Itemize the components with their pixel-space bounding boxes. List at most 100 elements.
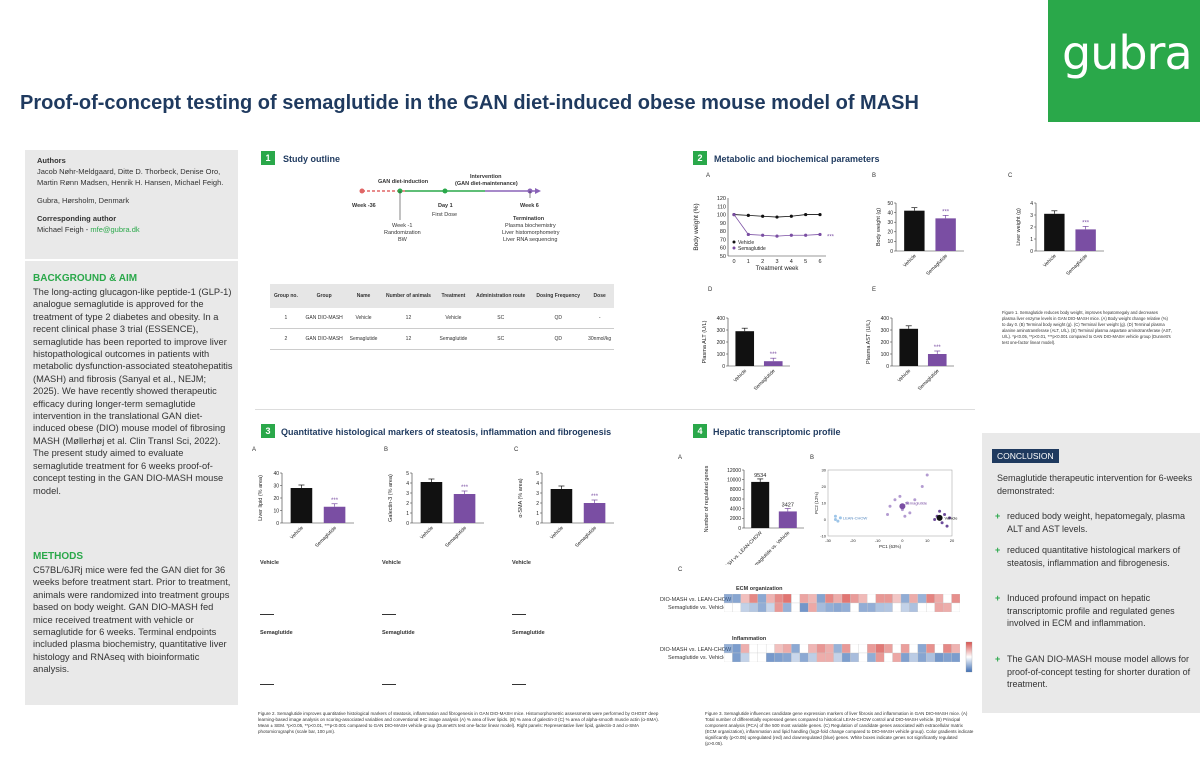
week-36-label: Week -36 <box>352 203 376 209</box>
heatmap-cell <box>875 602 885 612</box>
bar <box>420 482 443 523</box>
heatmap-cell <box>909 594 919 604</box>
data-point <box>804 233 808 237</box>
panel-letter-2d: D <box>708 287 713 293</box>
heatmap-cell <box>740 602 750 612</box>
y-axis-label: Galectin-3 (% area) <box>388 474 394 522</box>
heatmap-cell <box>934 594 944 604</box>
panel-letter-2a: A <box>706 173 711 179</box>
section-4-title: Hepatic transcriptomic profile <box>713 427 841 437</box>
x-tick-label: 6 <box>818 259 821 265</box>
x-tick-label: -20 <box>850 538 857 543</box>
heatmap-cell <box>875 594 885 604</box>
hist-label-vehicle-a: Vehicle <box>260 560 279 566</box>
heatmap-ecm-row1: DIO-MASH vs. LEAN-CHOW <box>660 597 732 603</box>
logo-panel <box>1048 0 1200 122</box>
y-tick-label: 6000 <box>730 497 741 503</box>
heatmap-cell <box>765 594 775 604</box>
data-point <box>789 214 793 218</box>
heatmap-cell <box>917 652 927 662</box>
section-1-number: 1 <box>261 151 275 165</box>
significance-label: *** <box>827 234 835 240</box>
heatmap-cell <box>892 644 902 654</box>
conclusion-heading: CONCLUSION <box>992 449 1059 463</box>
data-point <box>940 521 944 525</box>
col-header: Name <box>346 284 381 308</box>
x-tick-label: Semaglutide <box>917 368 941 392</box>
col-header: Number of animals <box>380 284 437 308</box>
heatmap-cell <box>934 644 944 654</box>
poster-title: Proof-of-concept testing of semaglutide … <box>20 92 919 114</box>
table-cell: 1 <box>270 308 302 329</box>
heatmap-cell <box>900 644 910 654</box>
data-point <box>933 518 937 521</box>
bar <box>927 354 947 366</box>
heatmap-infl-title: Inflammation <box>732 636 767 642</box>
data-point <box>886 513 890 517</box>
authors-heading: Authors <box>37 156 66 165</box>
heatmap-cell <box>757 652 767 662</box>
x-tick-label: 20 <box>950 538 955 543</box>
x-tick-label: 0 <box>901 538 904 543</box>
x-tick-label: -30 <box>825 538 832 543</box>
heatmap-cell <box>850 602 860 612</box>
first-dose-label: First Dose <box>432 212 458 218</box>
data-point <box>893 498 897 502</box>
y-tick-label: 100 <box>881 352 890 358</box>
y-tick-label: 4 <box>406 481 409 487</box>
hist-label-sema-a: Semaglutide <box>260 630 293 636</box>
data-label: 3427 <box>782 502 794 508</box>
heatmap-cell <box>774 652 784 662</box>
y-tick-label: 0 <box>890 249 893 255</box>
term-item-2: Liver histomorphometry <box>502 230 560 236</box>
y-tick-label: 100 <box>717 352 726 358</box>
y-tick-label: 2000 <box>730 516 741 522</box>
data-point <box>833 514 837 518</box>
section-divider <box>255 409 975 410</box>
heatmap-cell <box>841 644 851 654</box>
heatmap-cell <box>782 652 792 662</box>
heatmap-cell <box>724 602 733 612</box>
centroid <box>899 503 906 510</box>
heatmap-cell <box>934 652 944 662</box>
bar <box>778 511 797 528</box>
heatmap-cell <box>892 652 902 662</box>
y-tick-label: 10 <box>887 239 893 245</box>
y-tick-label: 40 <box>887 210 893 216</box>
x-tick-label: -10 <box>875 538 882 543</box>
col-header: Group <box>301 284 347 308</box>
x-tick-label: 1 <box>747 259 750 265</box>
figure-3-caption: Figure 3. Semaglutide influences candida… <box>705 711 974 746</box>
panel-letter-4c: C <box>678 567 683 573</box>
data-point <box>898 494 902 498</box>
x-tick-label: 3 <box>775 259 778 265</box>
heatmap-cell <box>774 644 784 654</box>
heatmap-cell <box>724 644 733 654</box>
y-tick-label: 30 <box>822 468 827 473</box>
heatmap-cell <box>799 594 809 604</box>
heatmap-cell <box>883 644 893 654</box>
y-tick-label: 30 <box>273 483 279 489</box>
figure-1-caption: Figure 1. Semaglutide reduces body weigh… <box>1002 310 1172 345</box>
data-point <box>888 504 892 508</box>
x-tick-label: Semaglutide <box>1065 253 1089 277</box>
corr-author: Michael Feigh - mfe@gubra.dk <box>37 224 237 235</box>
y-tick-label: 20 <box>887 230 893 236</box>
heatmap-cell <box>858 602 868 612</box>
section-3-number: 3 <box>261 424 275 438</box>
heatmap-cell <box>724 594 733 604</box>
significance-label: *** <box>1082 220 1090 226</box>
plot-frame <box>827 469 953 537</box>
table-cell: 2 <box>270 328 302 350</box>
corr-email[interactable]: mfe@gubra.dk <box>90 225 140 234</box>
authors-block: Authors Jacob Nøhr-Meldgaard, Ditte D. T… <box>37 155 237 235</box>
heatmap-cell <box>850 644 860 654</box>
table-cell: - <box>585 308 614 329</box>
heatmap-cell <box>875 644 885 654</box>
chart-alpha-sma: 0 1 2 3 4 5 Vehicle Semaglutide *** α-SMA (% area… <box>518 471 614 549</box>
y-axis-label: PC2 (12%) <box>814 491 819 514</box>
significance-label: *** <box>934 345 942 351</box>
data-point <box>943 513 947 517</box>
data-label: 9534 <box>754 473 766 479</box>
heatmap-cell <box>732 602 742 612</box>
